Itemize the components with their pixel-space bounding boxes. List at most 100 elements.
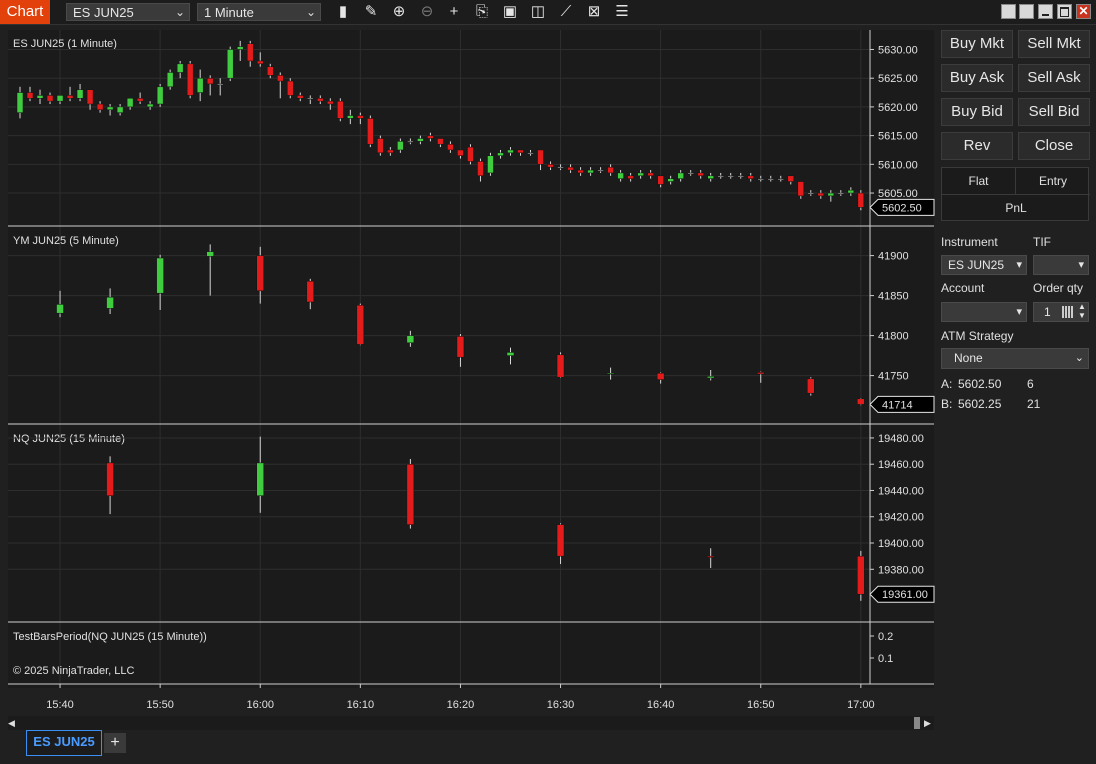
rev-button[interactable]: Rev (941, 132, 1013, 160)
chart-svg[interactable]: ES JUN25 (1 Minute) 5630.00 5625.00 5620.00… (8, 30, 935, 730)
candle-body (487, 155, 494, 174)
ask-size: 6 (1027, 377, 1034, 391)
buy-bid-button[interactable]: Buy Bid (941, 98, 1013, 126)
candle-body (447, 143, 454, 151)
instrument-selector[interactable]: ES JUN25 ⌄ (66, 3, 190, 21)
candle-body (406, 463, 415, 525)
candle-body (497, 152, 504, 156)
chart-area[interactable]: ES JUN25 (1 Minute) 5630.00 5625.00 5620.00… (8, 30, 935, 711)
y-tick-label: 19440.00 (878, 485, 924, 497)
candle-body (166, 72, 174, 88)
properties-icon[interactable]: ⎘ (475, 3, 488, 20)
template-icon[interactable]: ⊠ (587, 3, 601, 20)
x-tick-label: 17:00 (847, 699, 875, 711)
buy-mkt-button[interactable]: Buy Mkt (941, 30, 1013, 58)
sell-ask-button[interactable]: Sell Ask (1018, 64, 1090, 92)
y-tick-label: 5605.00 (878, 188, 918, 200)
candle-body (216, 83, 224, 86)
candle-body (857, 192, 865, 208)
candle-body (186, 63, 194, 96)
candle-body (647, 172, 654, 177)
candle-body (317, 98, 324, 102)
y-tick-label: 5620.00 (878, 102, 918, 114)
zoom-in-icon[interactable]: ⊕ (392, 3, 406, 20)
scroll-thumb[interactable] (914, 717, 920, 729)
candle-body (256, 462, 264, 496)
qty-stepper-icon[interactable]: ▲ ▼ (1078, 302, 1086, 320)
candle-body (607, 166, 614, 174)
scroll-left-icon[interactable]: ◀ (8, 718, 15, 728)
y-tick-label: 19460.00 (878, 459, 924, 471)
list-icon[interactable]: ☰ (615, 3, 629, 20)
close-button[interactable]: Close (1018, 132, 1090, 160)
candle-body (687, 172, 694, 175)
candle-body (206, 251, 214, 257)
candle-body (306, 280, 315, 303)
candle-body (417, 138, 424, 142)
chevron-down-icon: ▾ (1078, 259, 1084, 271)
minimize-icon[interactable] (1038, 4, 1053, 19)
candle-body (807, 378, 815, 394)
candle-body (256, 255, 264, 292)
candle-body (807, 192, 815, 195)
scroll-right-icon[interactable]: ▶ (924, 718, 931, 728)
strategy-icon[interactable]: ⟋ (560, 3, 572, 20)
draw-pencil-icon[interactable]: ✎ (364, 3, 378, 20)
x-tick-label: 16:20 (447, 699, 475, 711)
maximize-icon[interactable] (1057, 4, 1072, 19)
close-window-icon[interactable]: ✕ (1076, 4, 1091, 19)
candle-body (387, 149, 394, 154)
candle-body (146, 103, 154, 108)
candle-body (837, 192, 845, 195)
candle-body (356, 304, 365, 345)
y-tick-label: 19480.00 (878, 433, 924, 445)
pnl-label: PnL (1005, 201, 1027, 215)
trader-instrument-select[interactable]: ES JUN25 ▾ (941, 255, 1027, 275)
candle-body (46, 95, 54, 102)
x-tick-label: 16:50 (747, 699, 775, 711)
last-price-marker (869, 395, 935, 413)
tif-select[interactable]: ▾ (1033, 255, 1089, 275)
add-tab-button[interactable]: + (104, 733, 126, 753)
candle-body (297, 95, 304, 99)
calculator-icon[interactable] (1062, 306, 1073, 318)
window-icon-2[interactable] (1019, 4, 1034, 19)
candle-body (126, 98, 134, 108)
candle-body (506, 352, 515, 356)
window-icon-1[interactable] (1001, 4, 1016, 19)
candle-body (827, 192, 835, 197)
bar-type-icon[interactable]: ▮ (338, 3, 348, 20)
chart-trader-icon[interactable]: ◫ (530, 3, 546, 20)
account-select[interactable]: ▾ (941, 302, 1027, 322)
buy-ask-button[interactable]: Buy Ask (941, 64, 1013, 92)
horizontal-scrollbar[interactable]: ◀ ▶ (8, 716, 934, 730)
tab-bar (0, 732, 1096, 764)
candle-body (36, 95, 44, 99)
candle-body (627, 175, 634, 179)
y-tick-label: 5610.00 (878, 159, 918, 171)
candle-body (847, 189, 855, 194)
chevron-down-icon: ▾ (1016, 306, 1022, 318)
data-box-icon[interactable]: ▣ (502, 3, 518, 20)
x-tick-label: 15:40 (46, 699, 74, 711)
chevron-down-icon: ⌄ (305, 5, 316, 19)
y-tick-label: 0.2 (878, 631, 893, 643)
candle-body (556, 524, 565, 557)
divider (1015, 168, 1016, 194)
candle-body (196, 77, 204, 93)
candle-body (656, 372, 665, 380)
bid-price: 5602.25 (958, 397, 1002, 411)
sell-bid-button[interactable]: Sell Bid (1018, 98, 1090, 126)
period-selector[interactable]: 1 Minute ⌄ (197, 3, 321, 21)
candle-body (727, 175, 734, 178)
x-tick-label: 16:10 (347, 699, 375, 711)
order-qty-input[interactable]: 1 ▲ ▼ (1033, 302, 1089, 322)
crosshair-icon[interactable]: + (449, 3, 459, 20)
candle-body (406, 335, 415, 344)
candle-body (817, 192, 825, 197)
sell-mkt-button[interactable]: Sell Mkt (1018, 30, 1090, 58)
zoom-out-icon[interactable]: ⊖ (420, 3, 434, 20)
atm-strategy-select[interactable]: None ⌄ (941, 348, 1089, 369)
tab-es-jun25[interactable]: ES JUN25 (26, 730, 102, 756)
candle-body (156, 257, 164, 294)
